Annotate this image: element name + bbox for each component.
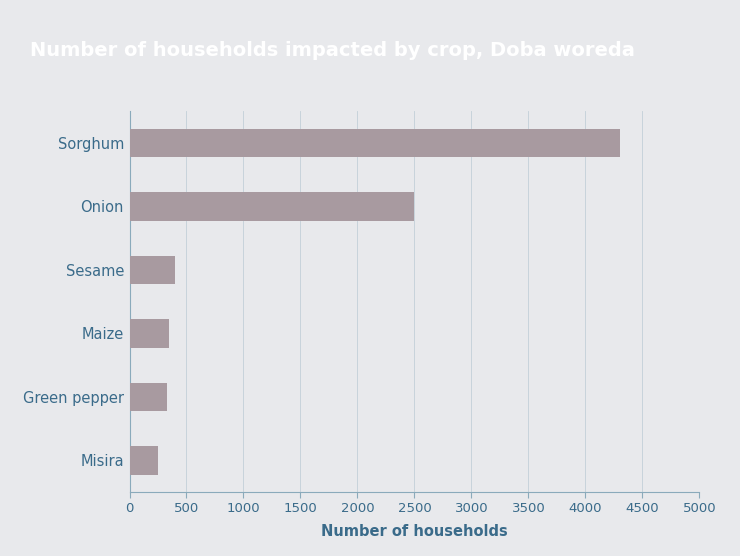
Bar <box>130 256 175 284</box>
Bar <box>130 446 158 475</box>
Bar <box>130 192 414 221</box>
Bar <box>130 383 167 411</box>
Bar <box>130 128 619 157</box>
Bar <box>130 319 169 348</box>
Text: Number of households impacted by crop, Doba woreda: Number of households impacted by crop, D… <box>30 41 634 60</box>
X-axis label: Number of households: Number of households <box>321 524 508 539</box>
